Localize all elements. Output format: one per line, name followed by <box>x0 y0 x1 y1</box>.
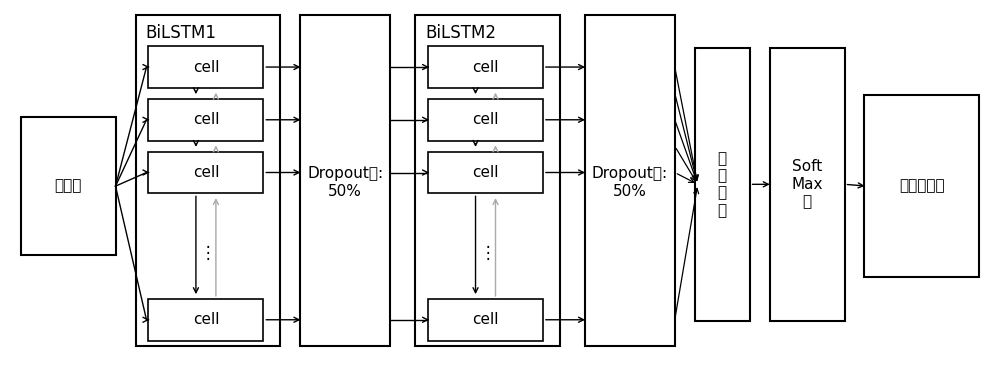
Text: BiLSTM1: BiLSTM1 <box>145 24 216 42</box>
Text: ⋮: ⋮ <box>479 245 496 262</box>
Bar <box>428 46 543 88</box>
Text: cell: cell <box>472 59 499 74</box>
Bar <box>136 15 280 346</box>
Bar <box>428 151 543 193</box>
Bar <box>864 95 979 277</box>
Bar <box>300 15 390 346</box>
Text: cell: cell <box>193 165 219 180</box>
Bar <box>770 48 845 321</box>
Text: 输入层: 输入层 <box>54 178 82 194</box>
Bar <box>415 15 560 346</box>
Text: 全
连
接
层: 全 连 接 层 <box>718 151 727 218</box>
Text: cell: cell <box>193 59 219 74</box>
Text: BiLSTM2: BiLSTM2 <box>425 24 496 42</box>
Text: cell: cell <box>472 112 499 127</box>
Text: cell: cell <box>472 312 499 327</box>
Text: Dropout层:
50%: Dropout层: 50% <box>307 166 383 199</box>
Text: cell: cell <box>193 112 219 127</box>
Bar <box>148 99 263 141</box>
Text: cell: cell <box>472 165 499 180</box>
Text: ⋮: ⋮ <box>200 245 216 262</box>
Bar <box>585 15 675 346</box>
Bar <box>695 48 750 321</box>
Text: cell: cell <box>193 312 219 327</box>
Bar <box>148 151 263 193</box>
Bar <box>21 117 116 255</box>
Text: 分类输出层: 分类输出层 <box>899 178 945 194</box>
Bar <box>428 99 543 141</box>
Bar <box>148 46 263 88</box>
Bar <box>428 299 543 341</box>
Text: Dropout层:
50%: Dropout层: 50% <box>592 166 668 199</box>
Bar <box>148 299 263 341</box>
Text: Soft
Max
层: Soft Max 层 <box>791 160 823 209</box>
